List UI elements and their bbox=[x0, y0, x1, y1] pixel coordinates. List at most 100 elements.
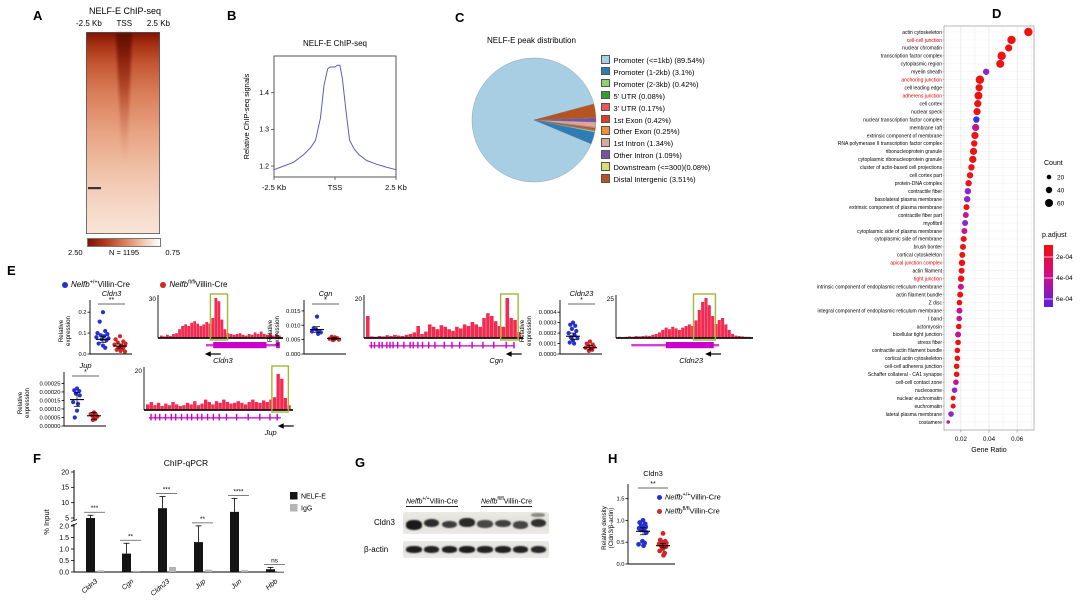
svg-text:****: **** bbox=[233, 488, 244, 495]
svg-text:0.00005: 0.00005 bbox=[40, 415, 61, 421]
blue-dot-icon bbox=[62, 281, 68, 288]
blot-band bbox=[512, 546, 529, 553]
svg-text:5: 5 bbox=[65, 515, 69, 522]
svg-text:apical junction complex: apical junction complex bbox=[890, 261, 942, 267]
legend-h-ko: Nelfbfl/flVillin-Cre bbox=[657, 506, 721, 515]
blot-band bbox=[477, 520, 493, 528]
blot-band bbox=[423, 546, 440, 553]
svg-text:Cgn: Cgn bbox=[319, 289, 333, 298]
pie-legend-item: Promoter (1-2kb) (3.1%) bbox=[601, 66, 710, 79]
svg-text:euchromatin: euchromatin bbox=[914, 404, 942, 410]
svg-text:extrinsic component of plasma: extrinsic component of plasma membrane bbox=[849, 205, 942, 211]
panel-label-c: C bbox=[455, 10, 465, 25]
svg-text:actin cytoskeleton: actin cytoskeleton bbox=[902, 30, 942, 36]
svg-text:protein-DNA complex: protein-DNA complex bbox=[895, 181, 943, 187]
legend-swatch-icon bbox=[601, 55, 610, 64]
legend-wt: Nelfb+/+Villin-Cre bbox=[62, 279, 130, 289]
colorbar-n: N = 1195 bbox=[108, 248, 140, 257]
svg-text:2e-04: 2e-04 bbox=[1056, 254, 1073, 261]
svg-text:Cldn23: Cldn23 bbox=[679, 356, 704, 365]
svg-text:NELF-E: NELF-E bbox=[301, 494, 326, 501]
svg-text:60: 60 bbox=[1057, 200, 1065, 207]
svg-text:Relative: Relative bbox=[17, 391, 24, 414]
colorbar-min: 0.75 bbox=[165, 248, 180, 257]
svg-text:lateral plasma membrane: lateral plasma membrane bbox=[886, 412, 943, 418]
blot-row-label-actin: β-actin bbox=[364, 545, 389, 554]
svg-text:20: 20 bbox=[1057, 174, 1065, 181]
ko-sup: fl/fl bbox=[188, 279, 196, 286]
svg-text:integral component of endoplas: integral component of endoplasmic reticu… bbox=[817, 308, 942, 314]
blot-band bbox=[406, 546, 422, 553]
svg-text:cell-cell adherens junction: cell-cell adherens junction bbox=[884, 364, 942, 370]
svg-text:bicellular tight junction: bicellular tight junction bbox=[893, 332, 942, 338]
svg-text:20: 20 bbox=[61, 469, 69, 476]
svg-text:10: 10 bbox=[61, 500, 69, 507]
blue-dot-icon bbox=[657, 495, 662, 500]
svg-text:20: 20 bbox=[355, 296, 363, 303]
pie-legend-item: 1st Exon (0.42%) bbox=[601, 114, 710, 127]
svg-text:nuclear chromatin: nuclear chromatin bbox=[902, 46, 942, 52]
ko-rest: Villin-Cre bbox=[195, 280, 228, 289]
svg-text:(Cldn3/β-actin): (Cldn3/β-actin) bbox=[608, 508, 615, 549]
svg-text:Z disc: Z disc bbox=[929, 300, 943, 306]
svg-text:0.005: 0.005 bbox=[286, 338, 301, 344]
blot-band bbox=[459, 546, 475, 553]
svg-text:0.000: 0.000 bbox=[286, 352, 301, 358]
legend-swatch-icon bbox=[601, 90, 610, 100]
svg-text:extrinsic component of membran: extrinsic component of membrane bbox=[867, 133, 943, 139]
chipseq-heatmap bbox=[86, 32, 160, 234]
red-dot-icon bbox=[160, 281, 167, 288]
legend-swatch-icon bbox=[601, 114, 610, 124]
pie-legend-item: 1st Intron (1.34%) bbox=[601, 138, 710, 150]
svg-text:cell cortex: cell cortex bbox=[919, 101, 942, 107]
svg-text:0.0001: 0.0001 bbox=[539, 342, 557, 348]
svg-text:cytoplasmic side of plasma mem: cytoplasmic side of plasma membrane bbox=[857, 229, 942, 235]
svg-text:0.0000: 0.0000 bbox=[539, 352, 557, 358]
svg-text:cell-cell junction: cell-cell junction bbox=[907, 38, 943, 44]
heatmap-tick-right: 2.5 Kb bbox=[146, 19, 170, 28]
blot-band bbox=[459, 518, 475, 527]
svg-text:expression: expression bbox=[24, 387, 31, 417]
svg-text:membrane raft: membrane raft bbox=[909, 125, 942, 131]
blot-band bbox=[423, 518, 440, 528]
svg-text:cytoplasmic side of membrane: cytoplasmic side of membrane bbox=[874, 237, 942, 243]
svg-text:brush border: brush border bbox=[914, 245, 943, 251]
svg-text:1.4: 1.4 bbox=[259, 90, 269, 97]
svg-text:*: * bbox=[580, 297, 583, 304]
cldn3-blot bbox=[403, 512, 549, 534]
svg-text:RNA polymerase II transcriptio: RNA polymerase II transcription factor c… bbox=[838, 141, 943, 147]
svg-text:15: 15 bbox=[61, 485, 69, 492]
svg-text:0.0002: 0.0002 bbox=[539, 331, 557, 337]
wt-rest: Villin-Cre bbox=[97, 280, 130, 289]
legend-swatch-icon bbox=[601, 162, 610, 171]
svg-text:**: ** bbox=[109, 297, 115, 304]
svg-text:expression: expression bbox=[65, 315, 72, 345]
svg-text:Cgn: Cgn bbox=[489, 356, 503, 365]
pie-legend-item: Other Intron (1.09%) bbox=[601, 150, 710, 162]
svg-text:Jup: Jup bbox=[264, 428, 277, 437]
panel-label-f: F bbox=[33, 451, 41, 466]
chipseq-profile-plot: NELF-E ChIP-seq 1.2 1.3 1.4 -2.5 Kb TSS 2.5 Kb… bbox=[242, 39, 407, 192]
blot-band bbox=[530, 518, 547, 528]
svg-text:cell cortex part: cell cortex part bbox=[909, 173, 942, 179]
svg-text:0.5: 0.5 bbox=[616, 540, 624, 546]
panel-label-e: E bbox=[7, 263, 16, 278]
pie-legend-item: 5' UTR (0.08%) bbox=[601, 90, 710, 103]
blot-band bbox=[530, 546, 547, 553]
legend-swatch-icon bbox=[601, 138, 610, 147]
svg-text:Relative: Relative bbox=[267, 319, 274, 342]
legend-ko: Nelfbfl/flVillin-Cre bbox=[160, 279, 228, 289]
legend-swatch-icon bbox=[601, 174, 610, 183]
panel-label-g: G bbox=[355, 455, 366, 470]
svg-text:% Input: % Input bbox=[42, 508, 51, 534]
svg-text:cortical actin cytoskeleton: cortical actin cytoskeleton bbox=[885, 356, 942, 362]
panel-label-d: D bbox=[992, 6, 1002, 21]
colorbar-max: 2.50 bbox=[68, 248, 83, 257]
panel-label-a: A bbox=[33, 8, 43, 23]
wt-sup: +/+ bbox=[89, 279, 98, 286]
svg-text:Cldn23: Cldn23 bbox=[570, 289, 595, 298]
svg-text:nuclear euchromatin: nuclear euchromatin bbox=[897, 396, 943, 402]
svg-text:cytoplasmic region: cytoplasmic region bbox=[901, 62, 943, 68]
svg-text:cluster of actin-based cell pr: cluster of actin-based cell projections bbox=[860, 165, 942, 171]
